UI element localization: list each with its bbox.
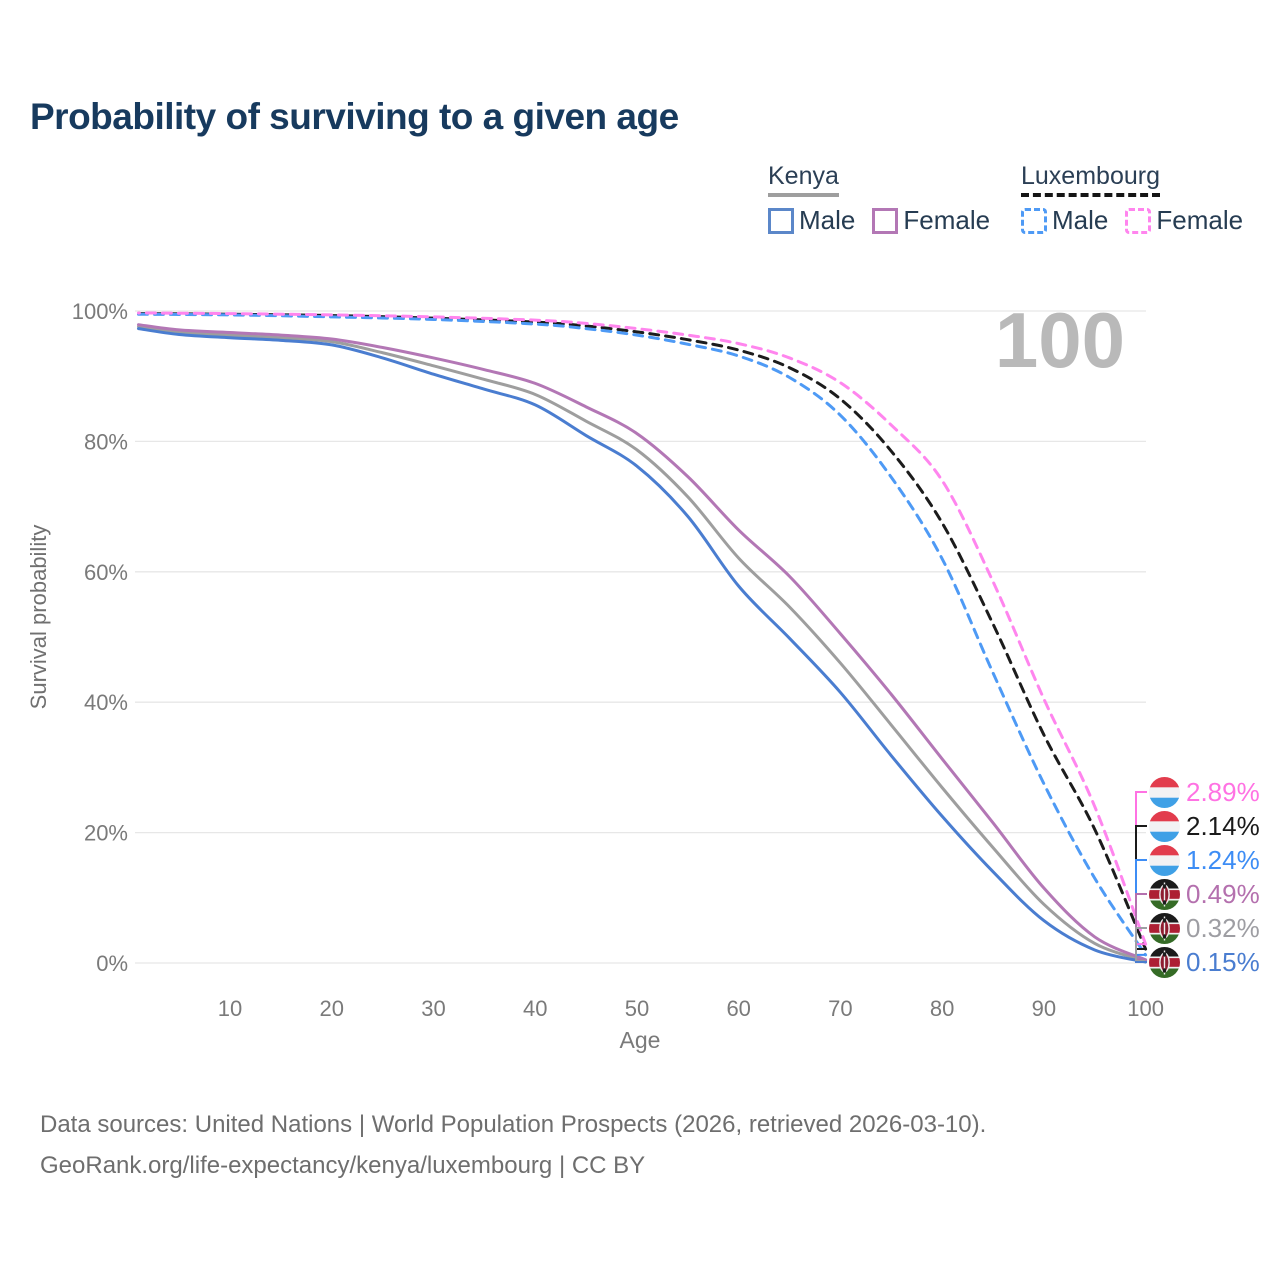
x-tick-label: 90 <box>1032 996 1056 1021</box>
kenya-flag-icon <box>1149 912 1180 944</box>
x-tick-label: 40 <box>523 996 547 1021</box>
y-tick-label: 40% <box>84 690 128 715</box>
y-tick-label: 0% <box>96 951 128 976</box>
kenya-flag-icon <box>1149 946 1180 978</box>
legend-group-kenya-title: Kenya <box>768 162 839 197</box>
end-label-kenya-avg: 0.32% <box>1149 911 1260 945</box>
legend-item-kenya-female[interactable]: Female <box>872 205 990 236</box>
end-label-value: 0.15% <box>1186 947 1260 977</box>
kenya-flag-icon <box>1149 878 1180 910</box>
legend-label: Male <box>799 205 856 235</box>
legend-label: Male <box>1052 205 1109 235</box>
legend-item-luxembourg-male[interactable]: Male <box>1021 205 1108 236</box>
page-title: Probability of surviving to a given age <box>30 96 679 137</box>
series-line-kenya-female <box>136 323 1148 962</box>
end-label-leader-kenya-female <box>1135 893 1147 961</box>
end-label-leader-kenya-avg <box>1135 927 1147 962</box>
y-tick-label: 100% <box>72 299 128 324</box>
x-tick-label: 20 <box>320 996 344 1021</box>
x-tick-label: 30 <box>421 996 445 1021</box>
attribution-line: GeoRank.org/life-expectancy/kenya/luxemb… <box>40 1152 646 1179</box>
series-line-lux-female <box>136 311 1148 946</box>
luxembourg-flag-icon <box>1149 810 1180 842</box>
x-tick-label: 100 <box>1127 996 1164 1021</box>
series-line-lux-male <box>136 312 1148 957</box>
x-tick-label: 80 <box>930 996 954 1021</box>
x-tick-label: 60 <box>726 996 750 1021</box>
age-counter-watermark: 100 <box>995 296 1125 384</box>
legend-group-luxembourg-title: Luxembourg <box>1021 162 1160 197</box>
kenya-female-swatch-icon <box>872 207 899 234</box>
end-label-value: 2.14% <box>1186 811 1260 841</box>
end-label-kenya-female: 0.49% <box>1149 877 1260 911</box>
x-axis-title: Age <box>620 1027 661 1053</box>
end-label-value: 2.89% <box>1186 777 1260 807</box>
series-line-kenya-male <box>136 327 1148 964</box>
kenya-male-swatch-icon <box>768 207 794 234</box>
legend-group-luxembourg: Luxembourg Male Female <box>1021 162 1243 236</box>
data-sources-line: Data sources: United Nations | World Pop… <box>40 1111 987 1138</box>
legend-item-luxembourg-female[interactable]: Female <box>1125 205 1243 236</box>
luxembourg-male-swatch-icon <box>1021 207 1047 234</box>
end-label-value: 0.49% <box>1186 879 1260 909</box>
end-label-value: 0.32% <box>1186 913 1260 943</box>
end-label-lux-male: 1.24% <box>1149 843 1260 877</box>
x-tick-label: 10 <box>218 996 242 1021</box>
luxembourg-female-swatch-icon <box>1125 207 1152 234</box>
legend-label: Female <box>1156 205 1244 235</box>
luxembourg-flag-icon <box>1149 776 1180 808</box>
series-line-lux-avg <box>136 312 1148 951</box>
end-label-lux-avg: 2.14% <box>1149 809 1260 843</box>
series-line-kenya-avg <box>136 325 1148 963</box>
end-label-kenya-male: 0.15% <box>1149 945 1260 979</box>
end-label-lux-female: 2.89% <box>1149 775 1260 809</box>
y-tick-label: 80% <box>84 429 128 454</box>
end-label-value: 1.24% <box>1186 845 1260 875</box>
y-axis-title: Survival probability <box>26 525 51 710</box>
x-tick-label: 50 <box>625 996 649 1021</box>
legend-label: Female <box>903 205 991 235</box>
x-tick-label: 70 <box>828 996 852 1021</box>
y-tick-label: 20% <box>84 821 128 846</box>
luxembourg-flag-icon <box>1149 844 1180 876</box>
y-tick-label: 60% <box>84 560 128 585</box>
data-sources-footer: Data sources: United Nations | World Pop… <box>40 1104 986 1186</box>
legend-group-kenya: Kenya Male Female <box>768 162 990 236</box>
legend-item-kenya-male[interactable]: Male <box>768 205 855 236</box>
